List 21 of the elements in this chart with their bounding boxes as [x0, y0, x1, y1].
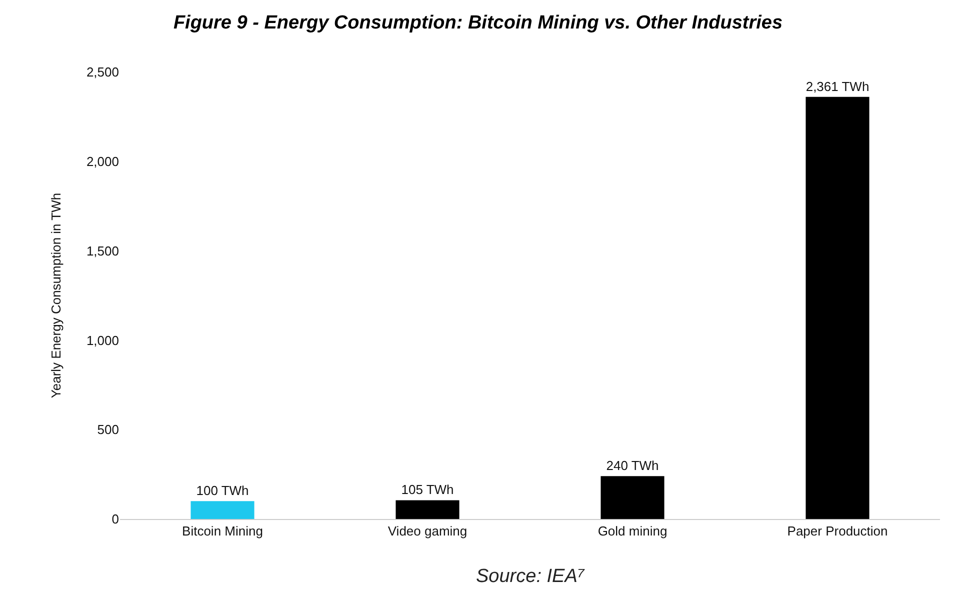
x-tick-label: Paper Production [787, 524, 888, 539]
x-tick-label: Bitcoin Mining [182, 524, 263, 539]
bar [600, 476, 664, 519]
data-label: 100 TWh [196, 483, 249, 498]
y-tick-label: 2,500 [86, 64, 119, 80]
y-tick-label: 2,000 [86, 154, 119, 169]
y-tick-label: 0 [112, 512, 119, 527]
y-tick-label: 500 [97, 422, 119, 438]
x-tick-label: Gold mining [598, 524, 668, 539]
y-tick-label: 1,000 [86, 332, 119, 348]
source-note: Source: IEA⁷ [476, 566, 586, 587]
chart-title: Figure 9 - Energy Consumption: Bitcoin Mining vs. Other Industries [173, 12, 783, 34]
data-label: 2,361 TWh [806, 78, 870, 94]
bar [396, 500, 460, 519]
bar [190, 501, 254, 519]
x-tick-label: Video gaming [388, 524, 468, 539]
y-axis-title: Yearly Energy Consumption in TWh [48, 192, 64, 398]
data-label: 240 TWh [606, 458, 659, 474]
bar [806, 96, 870, 519]
data-label: 105 TWh [401, 482, 454, 498]
y-tick-label: 1,500 [86, 243, 119, 258]
